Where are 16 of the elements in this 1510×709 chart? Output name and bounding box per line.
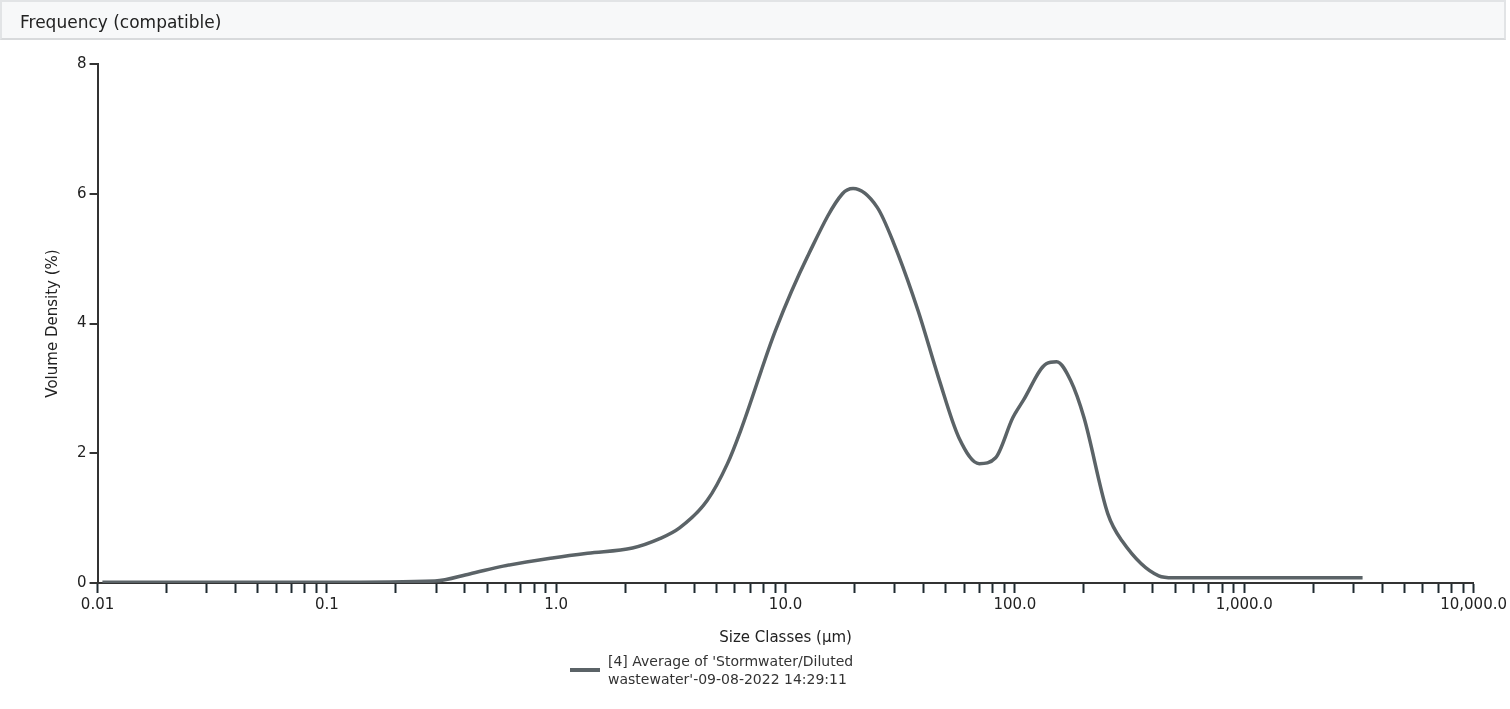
chart-title: Frequency (compatible) [0, 0, 1506, 40]
x-axis-title: Size Classes (µm) [719, 627, 852, 646]
y-tick-label: 4 [77, 313, 87, 332]
y-tick-label: 2 [77, 443, 87, 462]
legend-label: [4] Average of 'Stormwater/Diluted wastewater'-09-08-2022 14:29:11 [608, 652, 855, 688]
y-tick-label: 6 [77, 183, 87, 202]
x-tick-label: 1.0 [544, 594, 569, 613]
x-tick-label: 0.01 [80, 594, 115, 613]
x-tick-label: 10.0 [768, 594, 803, 613]
y-tick-label: 0 [77, 572, 87, 591]
x-tick-label: 100.0 [993, 594, 1037, 613]
y-tick-label: 8 [77, 53, 87, 72]
x-tick-label: 10,000.0 [1440, 594, 1507, 613]
x-tick-label: 0.1 [314, 594, 339, 613]
x-tick-label: 1,000.0 [1215, 594, 1273, 613]
y-axis-title: Volume Density (%) [42, 249, 61, 398]
